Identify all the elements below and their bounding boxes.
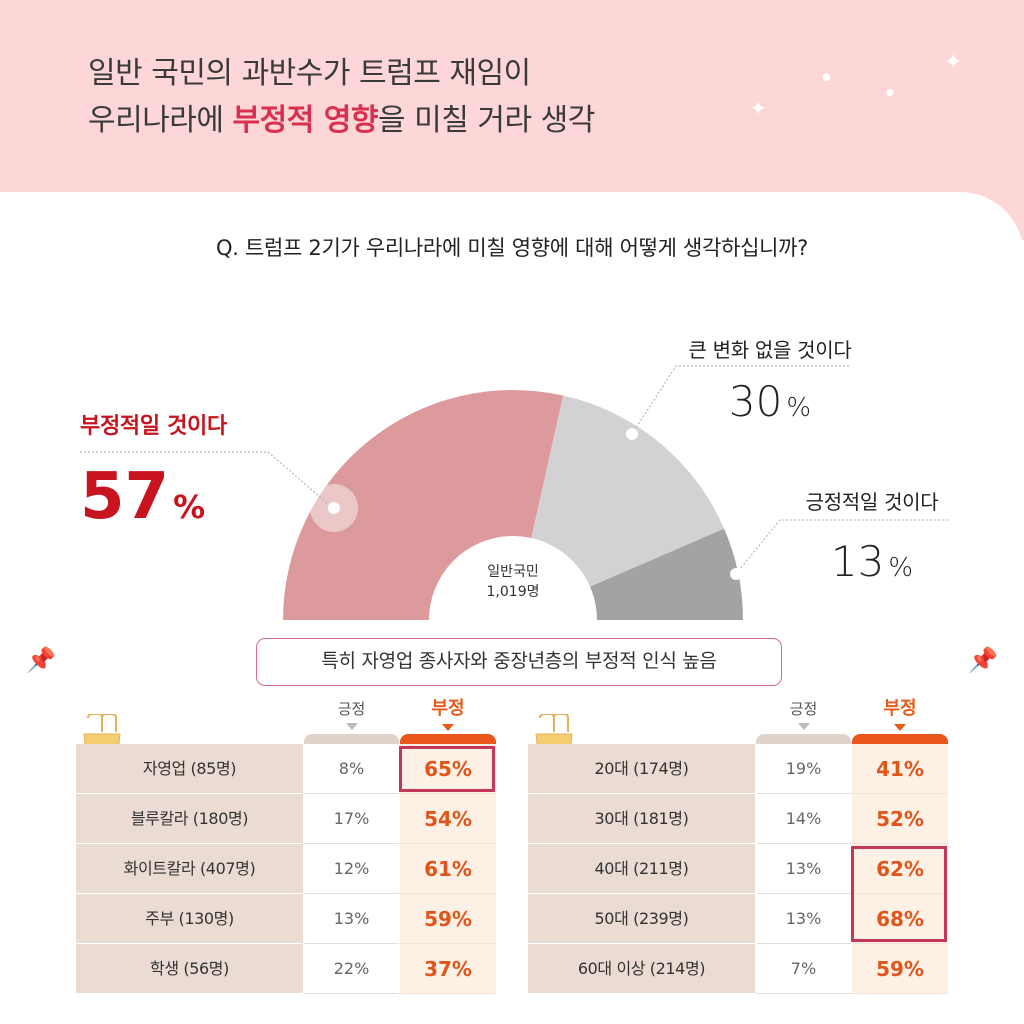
slice-value-negative: 57% xyxy=(80,460,227,534)
triangle-down-icon xyxy=(442,724,454,731)
cell-negative: 54% xyxy=(400,794,496,844)
slice-name-neutral: 큰 변화 없을 것이다 xyxy=(688,338,852,362)
cell-negative: 59% xyxy=(852,944,948,994)
leader-line-negative xyxy=(80,451,329,505)
headline: 일반 국민의 과반수가 트럼프 재임이 우리나라에 부정적 영향을 미칠 거라 … xyxy=(88,50,595,144)
cell-positive: 14% xyxy=(756,794,851,844)
slice-label-negative: 부정적일 것이다 57% xyxy=(80,408,227,534)
pushpin-icon: 📌 xyxy=(26,646,56,674)
slice-value-unit: % xyxy=(173,488,206,526)
slice-name-positive: 긍정적일 것이다 xyxy=(805,490,939,514)
column-header-negative: 부정 xyxy=(400,694,496,731)
table-row: 블루칼라 (180명) 17% 54% xyxy=(76,794,496,844)
sparkle-icon: ✦ xyxy=(944,50,963,75)
leader-dot-negative xyxy=(328,502,340,514)
column-header-negative-label: 부정 xyxy=(883,698,917,719)
column-header-positive: 긍정 xyxy=(756,698,851,730)
cell-positive: 12% xyxy=(304,844,399,894)
table-row: 20대 (174명) 19% 41% xyxy=(528,744,948,794)
row-label: 자영업 (85명) xyxy=(76,744,303,794)
column-header-negative-label: 부정 xyxy=(431,698,465,719)
cell-positive: 17% xyxy=(304,794,399,844)
cell-negative: 68% xyxy=(852,894,948,944)
cell-negative: 65% xyxy=(400,744,496,794)
table-row: 50대 (239명) 13% 68% xyxy=(528,894,948,944)
subtitle-pill: 특히 자영업 종사자와 중장년층의 부정적 인식 높음 xyxy=(256,638,782,686)
row-label: 50대 (239명) xyxy=(528,894,755,944)
row-label: 60대 이상 (214명) xyxy=(528,944,755,994)
column-header-negative: 부정 xyxy=(852,694,948,731)
slice-name-negative: 부정적일 것이다 xyxy=(80,414,227,439)
table-row: 30대 (181명) 14% 52% xyxy=(528,794,948,844)
leader-dot-positive xyxy=(730,568,742,580)
headline-highlight: 부정적 영향 xyxy=(232,103,379,138)
triangle-down-icon xyxy=(797,723,810,730)
table-row: 화이트칼라 (407명) 12% 61% xyxy=(76,844,496,894)
slice-value-number: 57 xyxy=(80,460,170,534)
cell-negative: 61% xyxy=(400,844,496,894)
cell-negative: 59% xyxy=(400,894,496,944)
table-row: 60대 이상 (214명) 7% 59% xyxy=(528,944,948,994)
cell-positive: 13% xyxy=(756,894,851,944)
triangle-down-icon xyxy=(894,724,906,731)
row-label: 학생 (56명) xyxy=(76,944,303,994)
sparkle-icon: ● xyxy=(886,88,894,98)
cell-positive: 8% xyxy=(304,744,399,794)
row-label: 40대 (211명) xyxy=(528,844,755,894)
leader-dot-neutral xyxy=(626,428,638,440)
cell-positive: 19% xyxy=(756,744,851,794)
row-label: 블루칼라 (180명) xyxy=(76,794,303,844)
slice-value-unit: % xyxy=(786,393,812,423)
table-row: 주부 (130명) 13% 59% xyxy=(76,894,496,944)
column-cap-positive xyxy=(756,734,851,744)
headline-line2-post: 을 미칠 거라 생각 xyxy=(378,103,595,138)
row-label: 30대 (181명) xyxy=(528,794,755,844)
row-label: 화이트칼라 (407명) xyxy=(76,844,303,894)
column-header-positive: 긍정 xyxy=(304,698,399,730)
slice-value-neutral: 30% xyxy=(688,377,852,426)
cell-positive: 22% xyxy=(304,944,399,994)
table-row: 40대 (211명) 13% 62% xyxy=(528,844,948,894)
slice-value-number: 13 xyxy=(830,537,885,586)
cell-negative: 41% xyxy=(852,744,948,794)
highlight-box xyxy=(851,846,947,942)
pie-center-label-line2: 1,019명 xyxy=(486,584,540,600)
column-header-positive-label: 긍정 xyxy=(337,700,366,718)
survey-question: Q. 트럼프 2기가 우리나라에 미칠 영향에 대해 어떻게 생각하십니까? xyxy=(215,236,809,260)
cell-negative: 37% xyxy=(400,944,496,994)
slice-value-positive: 13% xyxy=(790,537,954,586)
slice-label-positive: 긍정적일 것이다 13% xyxy=(790,486,954,586)
column-header-positive-label: 긍정 xyxy=(789,700,818,718)
cell-positive: 7% xyxy=(756,944,851,994)
pushpin-icon: 📌 xyxy=(968,646,998,674)
leader-line-neutral xyxy=(631,365,850,435)
slice-value-unit: % xyxy=(888,553,914,583)
pie-center-label-line1: 일반국민 xyxy=(487,564,539,580)
cell-positive: 13% xyxy=(756,844,851,894)
sparkle-icon: ● xyxy=(822,72,831,83)
headline-line2: 우리나라에 부정적 영향을 미칠 거라 생각 xyxy=(88,97,595,144)
column-cap-negative xyxy=(852,734,948,744)
sparkle-icon: ✦ xyxy=(750,96,767,120)
row-label: 주부 (130명) xyxy=(76,894,303,944)
table-row: 학생 (56명) 22% 37% xyxy=(76,944,496,994)
headline-line2-pre: 우리나라에 xyxy=(88,103,233,138)
cell-negative: 62% xyxy=(852,844,948,894)
cell-positive: 13% xyxy=(304,894,399,944)
table-row: 자영업 (85명) 8% 65% xyxy=(76,744,496,794)
headline-line1: 일반 국민의 과반수가 트럼프 재임이 xyxy=(88,56,531,91)
row-label: 20대 (174명) xyxy=(528,744,755,794)
leader-line-positive xyxy=(735,519,948,575)
column-cap-negative xyxy=(400,734,496,744)
pie-center-label: 일반국민 1,019명 xyxy=(430,562,596,602)
slice-label-neutral: 큰 변화 없을 것이다 30% xyxy=(688,334,852,426)
slice-value-number: 30 xyxy=(728,377,783,426)
highlight-box xyxy=(399,746,495,792)
cell-negative: 52% xyxy=(852,794,948,844)
column-cap-positive xyxy=(304,734,399,744)
triangle-down-icon xyxy=(345,723,358,730)
